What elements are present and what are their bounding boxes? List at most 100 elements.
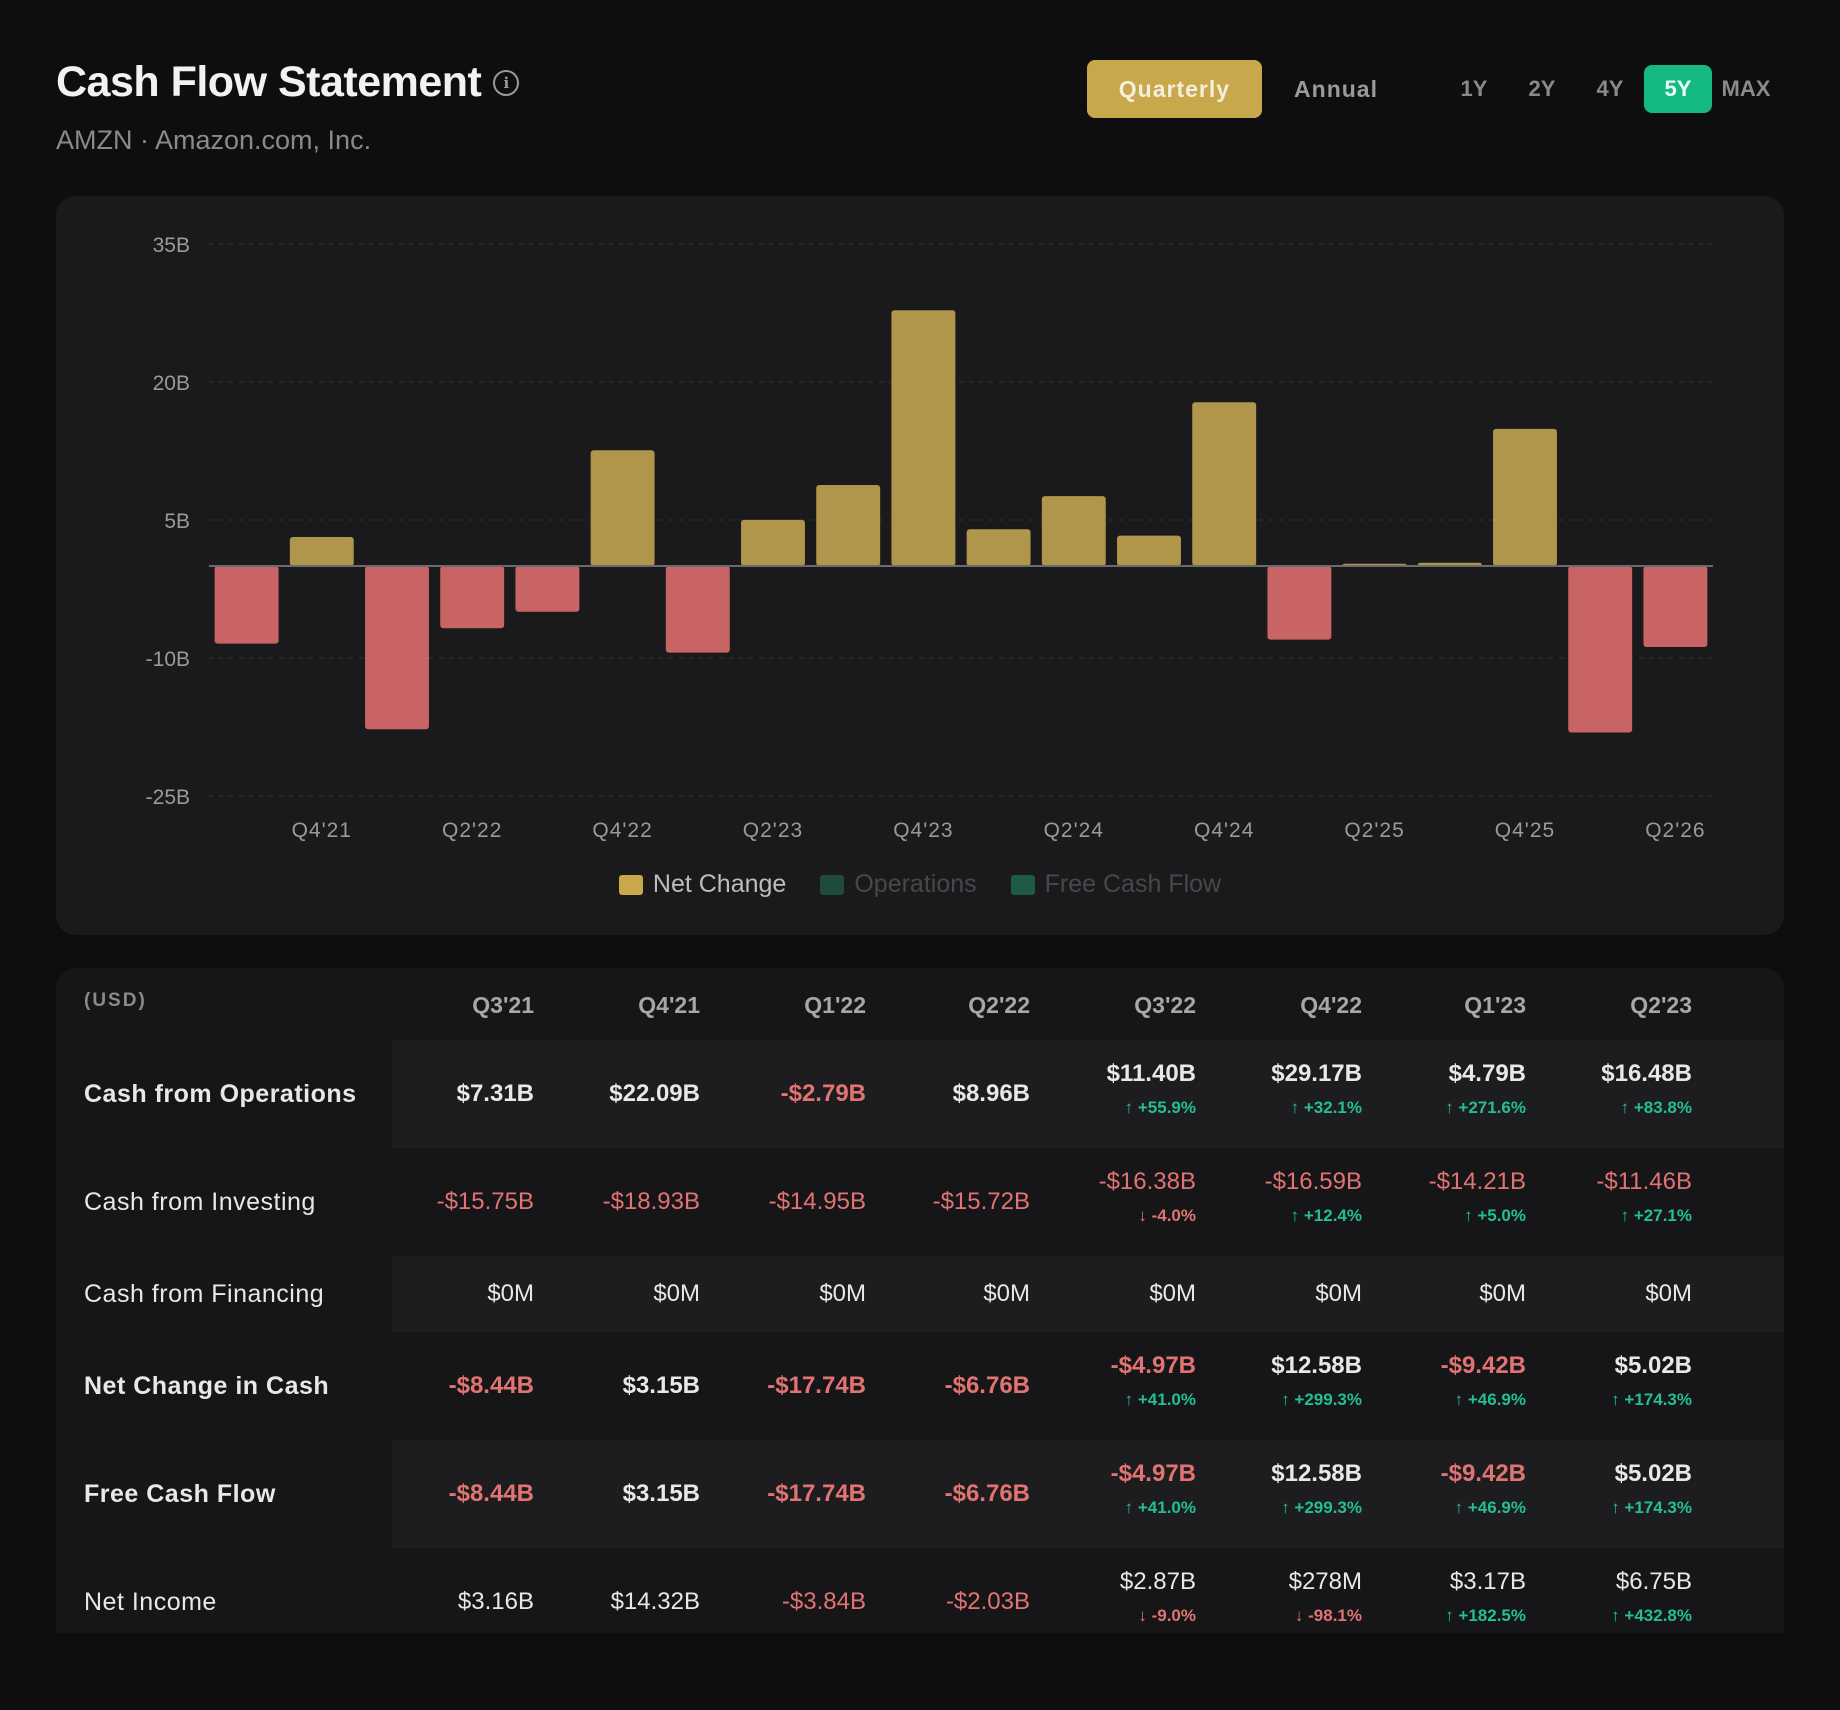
bar-Q2'24[interactable] bbox=[1041, 496, 1106, 566]
cell-value: -$2.03B bbox=[945, 1588, 1030, 1615]
cell-value: -$9.42B bbox=[1440, 1352, 1526, 1379]
x-tick-label: Q4'25 bbox=[1495, 819, 1555, 842]
table-cell: $3.17B ↑ +182.5% bbox=[1376, 1568, 1526, 1626]
table-cell: $6.75B ↑ +432.8% bbox=[1542, 1568, 1692, 1626]
cell-value: -$16.59B bbox=[1264, 1168, 1362, 1195]
bar-Q1'23[interactable] bbox=[665, 566, 730, 653]
cell-value: $3.16B bbox=[457, 1588, 534, 1615]
cell-value: $278M bbox=[1288, 1568, 1362, 1595]
table-row[interactable]: Cash from Financing $0M $0M $0M $0M $0M $0M $0M… bbox=[56, 1256, 1784, 1332]
quarterly-button[interactable]: Quarterly bbox=[1086, 60, 1263, 118]
table-cell: -$9.42B ↑ +46.9% bbox=[1376, 1460, 1526, 1518]
range-2y-button[interactable]: 2Y bbox=[1528, 76, 1556, 101]
currency-label: (USD) bbox=[84, 990, 147, 1011]
bar-Q1'24[interactable] bbox=[966, 529, 1031, 566]
bar-Q1'26[interactable] bbox=[1568, 566, 1633, 733]
table-cell: -$8.44B bbox=[384, 1372, 534, 1400]
cell-value: -$4.97B bbox=[1110, 1352, 1196, 1379]
x-tick-label: Q2'26 bbox=[1645, 819, 1705, 842]
table-cell: $5.02B ↑ +174.3% bbox=[1542, 1352, 1692, 1410]
bar-Q2'23[interactable] bbox=[741, 519, 805, 566]
cell-change-badge: ↑ +299.3% bbox=[1281, 1390, 1362, 1409]
table-cell: -$18.93B bbox=[550, 1188, 700, 1216]
bar-Q3'23[interactable] bbox=[816, 485, 881, 566]
table-cell: $0M bbox=[1376, 1280, 1526, 1308]
row-label: Cash from Investing bbox=[84, 1188, 316, 1216]
legend-label: Operations bbox=[854, 870, 977, 898]
legend-item-operations[interactable]: Operations bbox=[820, 870, 977, 899]
range-max-button[interactable]: MAX bbox=[1721, 76, 1771, 101]
cell-value: $12.58B bbox=[1271, 1352, 1362, 1379]
range-4y-button[interactable]: 4Y bbox=[1596, 76, 1624, 101]
bar-Q1'22[interactable] bbox=[365, 566, 429, 730]
cell-value: $ bbox=[1706, 1460, 1784, 1488]
cell-change-badge: ↑ bbox=[1706, 1206, 1784, 1226]
table-cell: $3.15B bbox=[550, 1480, 700, 1508]
cell-value: $16.48B bbox=[1601, 1060, 1692, 1087]
bar-Q4'23[interactable] bbox=[891, 310, 956, 566]
table-row[interactable]: Net Change in Cash -$8.44B $3.15B -$17.74B -… bbox=[56, 1332, 1784, 1440]
cell-value: $3.15B bbox=[622, 1372, 700, 1399]
bar-Q3'21[interactable] bbox=[214, 566, 279, 644]
column-header: Q3'23 bbox=[1706, 992, 1784, 1019]
cell-change-badge: ↑ + bbox=[1706, 1606, 1784, 1626]
page-title: Cash Flow Statement bbox=[56, 58, 482, 106]
table-cell: $0M bbox=[1046, 1280, 1196, 1308]
range-5y-button[interactable]: 5Y bbox=[1644, 65, 1712, 113]
table-cell: -$15.75B bbox=[384, 1188, 534, 1216]
cell-change-badge: ↓ -4.0% bbox=[1138, 1206, 1196, 1225]
y-tick-label: 5B bbox=[164, 510, 190, 533]
bar-Q3'22[interactable] bbox=[515, 566, 580, 612]
legend-item-net-change[interactable]: Net Change bbox=[618, 870, 786, 899]
bar-Q2'26[interactable] bbox=[1643, 566, 1708, 647]
y-tick-label: -25B bbox=[146, 786, 190, 809]
net-change-bar-chart[interactable]: 35B 20B 5B -10B -25B Q4'21 Q2'22 Q4'22 Q2'23 Q4'2… bbox=[56, 196, 1784, 856]
cell-value: $0M bbox=[653, 1280, 700, 1307]
x-tick-label: Q2'25 bbox=[1344, 819, 1404, 842]
cell-value: $ bbox=[1706, 1352, 1784, 1380]
range-1y-button[interactable]: 1Y bbox=[1460, 76, 1488, 101]
period-controls: Quarterly Annual 1Y 2Y 4Y 5Y MAX bbox=[1086, 60, 1780, 118]
table-cell: $22.09B bbox=[550, 1080, 700, 1108]
table-row[interactable]: Free Cash Flow -$8.44B $3.15B -$17.74B -$6.7… bbox=[56, 1440, 1784, 1548]
table-row[interactable]: Cash from Investing -$15.75B -$18.93B -$14.… bbox=[56, 1148, 1784, 1256]
bar-Q4'25[interactable] bbox=[1493, 428, 1557, 566]
cell-value: -$6.76B bbox=[944, 1372, 1030, 1399]
cell-value: $7.31B bbox=[456, 1080, 534, 1107]
cell-change-badge: ↑ +12.4% bbox=[1290, 1206, 1362, 1225]
table-cell: -$17.74B bbox=[716, 1372, 866, 1400]
table-cell: $29.17B ↑ +32.1% bbox=[1212, 1060, 1362, 1118]
cell-value: -$8.44B bbox=[448, 1480, 534, 1507]
bar-Q4'24[interactable] bbox=[1192, 402, 1257, 566]
table-cell: $8.96B bbox=[880, 1080, 1030, 1108]
cell-change-badge: ↑ +41.0% bbox=[1124, 1498, 1196, 1517]
legend-item-free-cash-flow[interactable]: Free Cash Flow bbox=[1010, 870, 1221, 899]
info-icon[interactable]: i bbox=[493, 69, 520, 96]
table-cell: $ ↑ + bbox=[1706, 1568, 1784, 1626]
cell-value: -$14.21B bbox=[1428, 1168, 1526, 1195]
annual-button[interactable]: Annual bbox=[1294, 75, 1378, 102]
cell-value: -$11.46B bbox=[1596, 1168, 1692, 1195]
cell-change-badge: ↑ +46.9% bbox=[1454, 1390, 1526, 1409]
table-cell: $0M bbox=[1542, 1280, 1692, 1308]
cell-value: -$8.44B bbox=[448, 1372, 534, 1399]
table-row[interactable]: Cash from Operations $7.31B $22.09B -$2.79B… bbox=[56, 1040, 1784, 1148]
table-cell: $3.15B bbox=[550, 1372, 700, 1400]
cell-change-badge: ↓ -9.0% bbox=[1138, 1606, 1196, 1625]
bar-Q2'22[interactable] bbox=[440, 566, 505, 629]
table-row[interactable]: Net Income $3.16B $14.32B -$3.84B -$2.03B $2.… bbox=[56, 1548, 1784, 1633]
cell-change-badge: ↑ +41.0% bbox=[1124, 1390, 1196, 1409]
bar-Q1'25[interactable] bbox=[1267, 566, 1332, 640]
bar-Q3'24[interactable] bbox=[1117, 535, 1181, 566]
row-label: Net Change in Cash bbox=[84, 1372, 330, 1400]
row-label: Cash from Operations bbox=[84, 1080, 357, 1108]
row-highlight bbox=[392, 1440, 1784, 1548]
bar-Q4'21[interactable] bbox=[289, 537, 354, 566]
table-cell: $7.31B bbox=[384, 1080, 534, 1108]
cell-value: $3.15B bbox=[622, 1480, 700, 1507]
cell-change-badge: ↑ bbox=[1706, 1098, 1784, 1118]
cell-change-badge: ↑ + bbox=[1706, 1498, 1784, 1518]
bar-Q4'22[interactable] bbox=[590, 450, 655, 566]
table-cell: -$6.76B bbox=[880, 1372, 1030, 1400]
cell-change-badge: ↑ +46.9% bbox=[1454, 1498, 1526, 1517]
